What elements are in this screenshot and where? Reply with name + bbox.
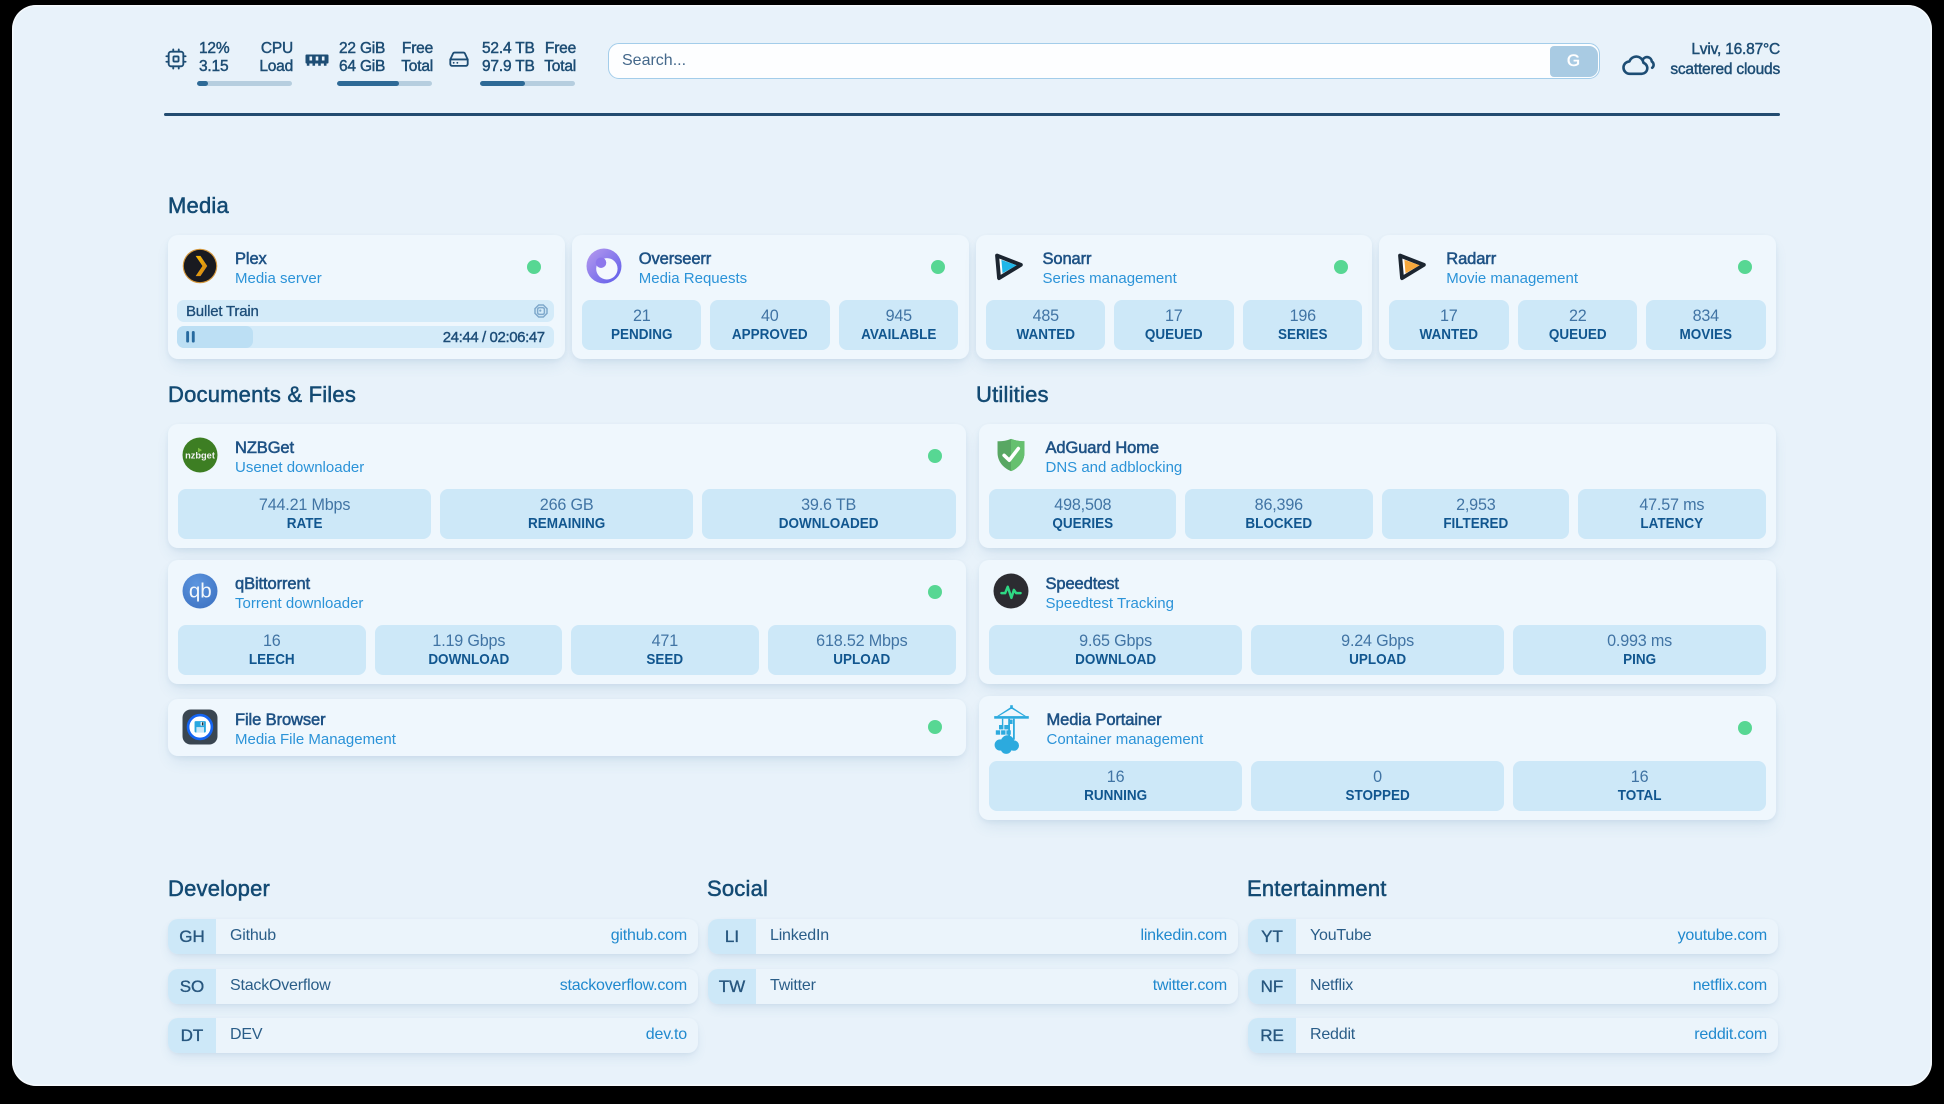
svg-text:qb: qb xyxy=(189,579,212,602)
svg-text:nzbget: nzbget xyxy=(185,451,215,461)
